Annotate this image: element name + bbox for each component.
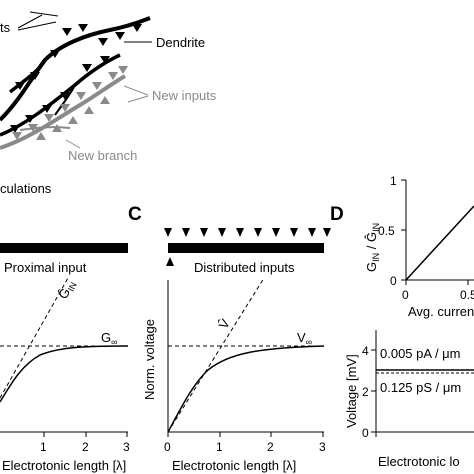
panel-b-x-tick-label: 2	[82, 440, 89, 454]
panel-d-bottom-y-tick-label: 2	[362, 385, 369, 399]
panel-c-x-tick-label: 2	[267, 440, 274, 454]
panel-d-top-x-tick-label: 0	[402, 288, 409, 302]
panel-d-top-x-tick-label: 0.5	[460, 288, 474, 302]
new-branch-twig	[19, 126, 71, 131]
new-branch	[0, 74, 127, 150]
panel-b: Proximal input 1 2 3 Electrotonic length…	[0, 243, 130, 473]
panel-c-x-tick-label: 0	[164, 440, 171, 454]
panel-d-top-y-tick-label: 0.5	[378, 224, 395, 238]
panel-b-x-axis-label: Electrotonic length [λ]	[2, 458, 126, 473]
panel-d-bottom-y-tick-label: 4	[362, 344, 369, 358]
panel-c-x-axis-label: Electrotonic length [λ]	[172, 458, 296, 473]
panel-d-bottom-y-axis-label: Voltage [mV]	[344, 354, 359, 428]
panel-d-letter: D	[330, 204, 344, 225]
distributed-synapses	[164, 228, 331, 237]
g-hat-label: ĜIN	[55, 278, 79, 303]
panel-a-dendrite-sketch: ts Dendrite	[0, 11, 217, 163]
panel-c-x-tick-label: 3	[319, 440, 326, 454]
panel-d-top-y-tick-label: 1	[390, 174, 397, 188]
new-branch-pointer	[65, 139, 81, 149]
g-hat-tangent	[0, 277, 69, 399]
calculations-label: culations	[0, 181, 52, 196]
panel-d-top-y-tick-label: 0	[390, 274, 397, 288]
pointer-line	[17, 21, 57, 31]
v-hat-label: V̂	[215, 316, 233, 331]
new-branch-label: New branch	[68, 148, 137, 163]
distributed-inputs-label: Distributed inputs	[194, 260, 295, 275]
proximal-marker	[166, 257, 174, 266]
proximal-input-label: Proximal input	[4, 260, 87, 275]
grey-synapses	[12, 66, 128, 140]
panel-c-y-axis-label: Norm. voltage	[142, 319, 157, 400]
panel-d-bottom-x-axis-label: Electrotonic lo	[378, 454, 460, 469]
new-inputs-label: New inputs	[152, 88, 217, 103]
inputs-label: ts	[0, 20, 11, 35]
current-density-label: 0.005 pA / μm	[380, 346, 460, 361]
distributed-input-bar	[168, 243, 324, 253]
new-inputs-pointer	[127, 95, 149, 103]
panel-d-top-line	[405, 205, 474, 281]
dendrite-twig	[54, 84, 76, 116]
pointer-line	[29, 11, 59, 17]
conductance-density-label: 0.125 pS / μm	[380, 380, 461, 395]
v-hat-tangent	[167, 277, 265, 433]
g-infinity-label: G∞	[101, 330, 118, 347]
dendrite-branch-lower	[0, 53, 121, 137]
panel-b-curve	[0, 345, 129, 403]
proximal-input-bar	[0, 243, 128, 253]
panel-b-x-tick-label: 3	[123, 440, 130, 454]
black-synapses	[10, 24, 142, 133]
new-inputs-pointer	[123, 85, 149, 96]
panel-c-x-tick-label: 1	[216, 440, 223, 454]
panel-c-letter: C	[128, 204, 142, 225]
panel-b-x-tick-label: 1	[40, 440, 47, 454]
panel-d: D 1 0.5 0 0 0.5 Avg. current GIN / ĜIN 4…	[330, 174, 474, 469]
panel-c: C Distributed inputs 0 1 2 3 Electrotoni…	[128, 204, 331, 473]
panel-d-top-y-axis-label: GIN / ĜIN	[364, 223, 381, 272]
panel-d-bottom-y-tick-label: 0	[362, 426, 369, 440]
dendrite-sub-branch	[8, 59, 47, 94]
dendrite-branch	[0, 16, 151, 122]
panel-d-top-x-axis-label: Avg. current	[408, 304, 474, 319]
pointer-line	[17, 14, 43, 29]
dendrite-label: Dendrite	[156, 35, 205, 50]
panel-c-curve	[167, 345, 325, 433]
v-infinity-label: V∞	[297, 330, 312, 347]
